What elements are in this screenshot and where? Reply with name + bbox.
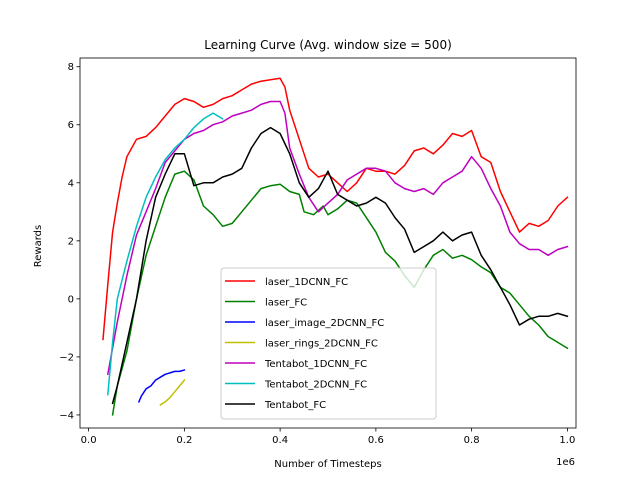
x-axis-offset-label: 1e6 (556, 457, 575, 468)
legend-label-0: laser_1DCNN_FC (265, 277, 348, 288)
axes: 0.0 0.2 0.4 0.6 0.8 1.0 −4 −2 0 2 4 6 8 (59, 57, 577, 446)
y-tick-label: −4 (59, 410, 74, 421)
chart-title: Learning Curve (Avg. window size = 500) (204, 38, 452, 52)
x-tick-label: 0.2 (176, 435, 192, 446)
x-tick-label: 0.8 (464, 435, 480, 446)
y-axis-label: Rewards (33, 225, 44, 267)
series-line-1 (111, 170, 569, 416)
series-line-2 (137, 369, 186, 403)
y-tick-label: 0 (68, 294, 74, 305)
y-tick-label: 6 (68, 120, 74, 131)
y-tick-label: −2 (59, 352, 74, 363)
legend: laser_1DCNN_FC laser_FC laser_image_2DCNN_… (220, 267, 437, 420)
x-axis-label: Number of Timesteps (274, 459, 381, 470)
series-line-5 (106, 112, 224, 396)
legend-label-5: Tentabot_2DCNN_FC (264, 380, 367, 391)
legend-label-3: laser_rings_2DCNN_FC (265, 339, 378, 350)
legend-label-4: Tentabot_1DCNN_FC (264, 359, 367, 370)
legend-label-1: laser_FC (265, 298, 307, 309)
legend-box (220, 267, 437, 420)
x-tick-label: 0.4 (272, 435, 288, 446)
plot-area (102, 77, 569, 416)
series-line-0 (102, 77, 569, 341)
x-tick-label: 1.0 (559, 435, 575, 446)
series-line-6 (111, 126, 569, 405)
y-tick-label: 4 (68, 178, 74, 189)
legend-label-2: laser_image_2DCNN_FC (265, 318, 384, 329)
x-tick-label: 0.0 (81, 435, 97, 446)
x-tick-label: 0.6 (368, 435, 384, 446)
y-tick-label: 2 (68, 236, 74, 247)
y-tick-label: 8 (68, 62, 74, 73)
plot-frame (79, 57, 577, 429)
legend-label-6: Tentabot_FC (264, 400, 326, 411)
series-line-3 (159, 379, 186, 406)
